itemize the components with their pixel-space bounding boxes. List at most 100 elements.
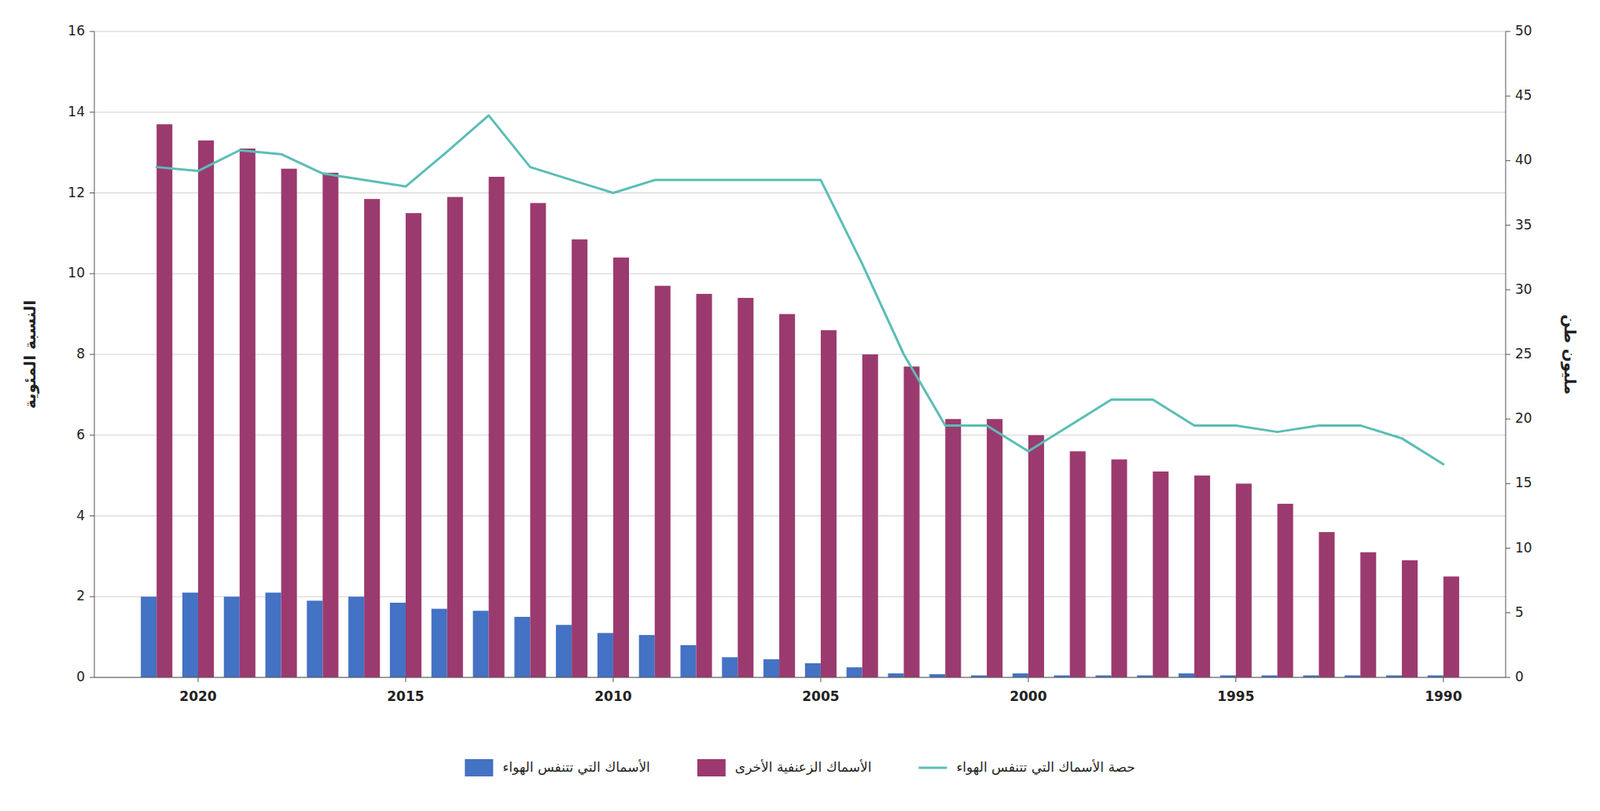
y-tick-label: 12 <box>67 184 85 201</box>
y2-tick-label: 10 <box>1515 540 1533 556</box>
bar <box>763 659 780 678</box>
y-tick <box>89 677 95 679</box>
y-tick-label: 16 <box>67 22 85 39</box>
bar <box>721 657 738 678</box>
y-tick <box>89 111 95 113</box>
y2-tick-label: 30 <box>1515 281 1533 298</box>
x-axis-line <box>94 677 1506 679</box>
legend-label: حصة الأسماك التي تتنفس الهواء <box>956 759 1135 777</box>
bar <box>639 635 655 678</box>
x-tick <box>1235 677 1236 683</box>
x-tick <box>404 677 406 683</box>
bar <box>405 213 422 678</box>
legend: الأسماك التي تتنفس الهواء الأسماك الزعنفي… <box>464 759 1136 777</box>
y2-tick <box>1505 95 1511 97</box>
bar <box>239 148 256 678</box>
y2-tick <box>1505 677 1511 679</box>
bar <box>903 366 920 678</box>
grid-line <box>94 677 1506 679</box>
y-tick <box>89 515 95 517</box>
grid-line <box>94 354 1506 356</box>
y2-tick <box>1505 612 1511 614</box>
y2-tick <box>1505 224 1511 226</box>
bar <box>696 294 713 678</box>
y2-tick-label: 20 <box>1515 410 1533 427</box>
y2-tick <box>1505 160 1511 162</box>
y-tick <box>89 596 95 598</box>
bar <box>555 625 572 678</box>
y-tick-label: 2 <box>76 588 85 604</box>
bar <box>1401 560 1418 678</box>
bar <box>1194 475 1211 678</box>
x-tick-label: 1990 <box>1424 688 1462 705</box>
y-tick <box>89 434 95 436</box>
y-tick <box>89 273 95 275</box>
bar <box>862 354 879 678</box>
bar <box>571 239 588 678</box>
y2-tick <box>1505 548 1511 549</box>
y-tick-label: 8 <box>76 345 85 362</box>
legend-label: الأسماك الزعنفية الأخرى <box>735 759 872 776</box>
bar <box>680 645 696 678</box>
bar <box>805 663 821 678</box>
y2-tick <box>1505 289 1511 291</box>
y-tick <box>89 31 95 33</box>
legend-item: حصة الأسماك التي تتنفس الهواء <box>918 759 1135 777</box>
bar <box>529 202 546 678</box>
bar <box>322 172 339 678</box>
bar <box>364 198 380 678</box>
bar <box>1110 459 1127 678</box>
y2-tick-label: 0 <box>1515 669 1524 685</box>
x-tick-label: 1995 <box>1217 688 1255 705</box>
x-tick <box>197 677 199 683</box>
line <box>156 115 1444 465</box>
x-tick <box>1442 677 1444 683</box>
bar <box>1178 673 1195 678</box>
y2-tick-label: 40 <box>1515 151 1533 168</box>
bar <box>447 197 464 678</box>
marks <box>140 115 1460 678</box>
y-tick <box>89 354 95 356</box>
legend-label: الأسماك التي تتنفس الهواء <box>502 759 651 777</box>
bar <box>265 592 282 678</box>
y2-tick-label: 25 <box>1515 345 1533 362</box>
bar <box>140 596 157 678</box>
bar <box>1277 503 1294 678</box>
x-tick <box>820 677 821 683</box>
bar <box>737 297 754 678</box>
legend-swatch <box>697 759 726 777</box>
y2-tick-label: 5 <box>1515 604 1524 621</box>
y2-tick-label: 50 <box>1515 22 1533 39</box>
legend-item: الأسماك الزعنفية الأخرى <box>697 759 872 777</box>
y2-axis-label: مليون طن <box>1560 314 1580 395</box>
y2-tick-label: 45 <box>1515 87 1533 103</box>
bar <box>198 140 214 678</box>
y-tick-label: 6 <box>76 426 85 443</box>
bar <box>1152 471 1169 678</box>
bar <box>986 419 1003 678</box>
y2-tick <box>1505 31 1511 33</box>
bar <box>846 667 863 678</box>
x-tick <box>1027 677 1029 683</box>
bar <box>431 609 448 678</box>
grid-line <box>94 515 1506 517</box>
bar <box>820 330 837 678</box>
grid-line <box>94 596 1506 598</box>
y2-tick-label: 35 <box>1515 217 1533 233</box>
y2-tick <box>1505 354 1511 356</box>
bar <box>1012 673 1029 678</box>
y-axis-label: النسبة المئوية <box>20 300 40 409</box>
y2-tick <box>1505 419 1511 420</box>
bar <box>597 632 614 678</box>
bar <box>1070 451 1086 678</box>
bar <box>613 257 629 678</box>
grid-line <box>94 31 1506 33</box>
grid-line <box>94 111 1506 113</box>
legend-swatch <box>464 759 493 777</box>
bar <box>156 124 173 678</box>
bar <box>1318 532 1335 678</box>
bar <box>929 674 946 678</box>
x-tick-label: 2015 <box>386 688 424 705</box>
bar <box>1028 435 1045 678</box>
y-tick-label: 14 <box>67 103 85 120</box>
